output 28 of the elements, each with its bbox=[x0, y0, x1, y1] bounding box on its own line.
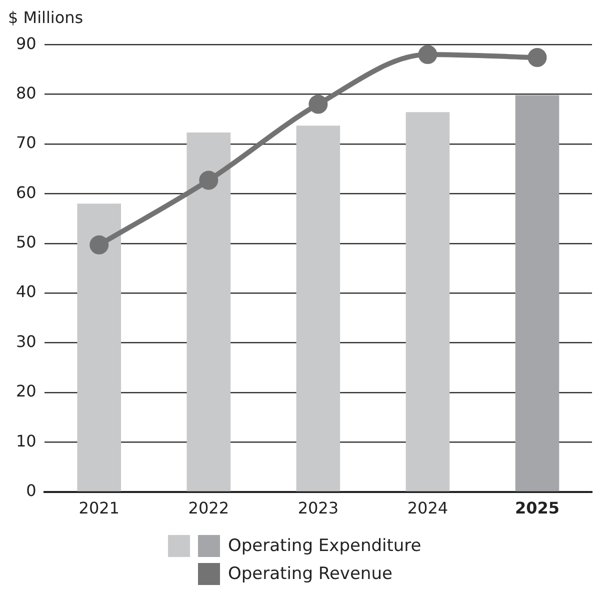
y-tick-label: 0 bbox=[26, 480, 36, 500]
bar bbox=[296, 126, 340, 492]
legend-label: Operating Revenue bbox=[228, 564, 394, 584]
x-tick-label: 2025 bbox=[514, 498, 560, 518]
point bbox=[199, 170, 218, 190]
x-tick-label: 2022 bbox=[188, 498, 230, 518]
bar bbox=[77, 204, 122, 492]
bar bbox=[515, 95, 560, 492]
point bbox=[308, 94, 328, 114]
bar bbox=[406, 112, 450, 492]
x-tick-label: 2024 bbox=[407, 498, 448, 518]
point bbox=[418, 45, 438, 64]
bar bbox=[186, 132, 231, 492]
x-tick-label: 2023 bbox=[298, 498, 339, 518]
y-tick-label: 30 bbox=[16, 332, 36, 351]
y-tick-label: 60 bbox=[16, 182, 36, 202]
y-tick-label: 90 bbox=[16, 34, 36, 53]
y-tick-label: 70 bbox=[16, 133, 36, 152]
y-axis-title: $ Millions bbox=[8, 8, 84, 27]
y-tick-label: 50 bbox=[16, 232, 36, 252]
legend-label: Operating Expenditure bbox=[228, 536, 422, 556]
point bbox=[528, 48, 547, 68]
y-tick-label: 80 bbox=[16, 83, 36, 102]
y-tick-label: 20 bbox=[16, 382, 36, 401]
y-tick-label: 40 bbox=[16, 282, 36, 302]
y-tick-label: 10 bbox=[16, 431, 36, 450]
point bbox=[90, 235, 109, 254]
x-tick-label: 2021 bbox=[78, 498, 120, 518]
